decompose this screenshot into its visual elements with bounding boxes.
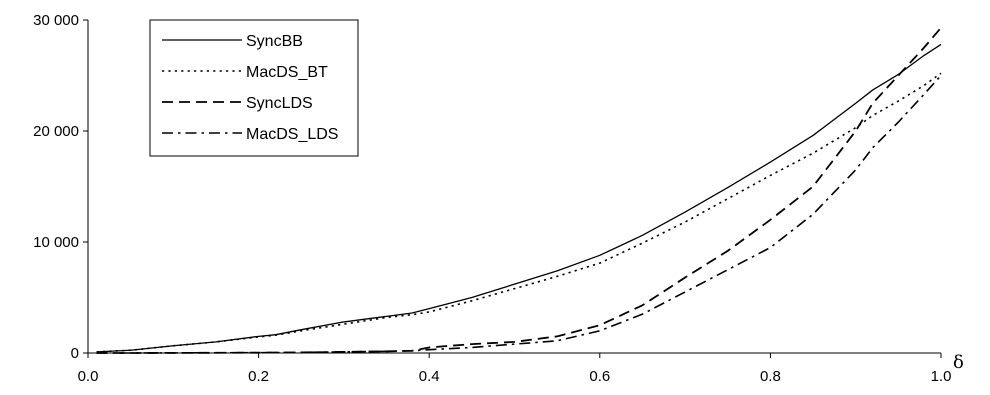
x-tick-label: 1.0 — [931, 368, 952, 385]
y-axis-ticks: 0 10 000 20 000 30 000 — [33, 12, 88, 362]
series-line-syncbb — [96, 43, 942, 353]
legend-label: MacDS_LDS — [246, 126, 338, 143]
series-line-synclds — [96, 27, 942, 354]
legend-label: SyncLDS — [246, 95, 313, 112]
x-tick-label: 0.0 — [78, 368, 99, 385]
legend: SyncBB MacDS_BT SyncLDS MacDS_LDS — [149, 19, 359, 157]
legend-label: MacDS_BT — [246, 64, 328, 81]
legend-label: SyncBB — [246, 33, 303, 50]
x-tick-label: 0.2 — [248, 368, 269, 385]
y-tick-label: 30 000 — [33, 12, 79, 29]
series-line-macds-bt — [96, 72, 942, 353]
y-tick-label: 20 000 — [33, 123, 79, 140]
y-tick-label: 10 000 — [33, 234, 79, 251]
x-tick-label: 0.8 — [760, 368, 781, 385]
x-axis-label: δ — [953, 352, 964, 373]
x-tick-label: 0.6 — [589, 368, 610, 385]
series-lines — [96, 27, 942, 354]
x-axis-ticks: 0.0 0.2 0.4 0.6 0.8 1.0 — [78, 353, 952, 385]
legend-box — [149, 19, 359, 157]
y-tick-label: 0 — [71, 345, 79, 362]
x-tick-label: 0.4 — [419, 368, 440, 385]
